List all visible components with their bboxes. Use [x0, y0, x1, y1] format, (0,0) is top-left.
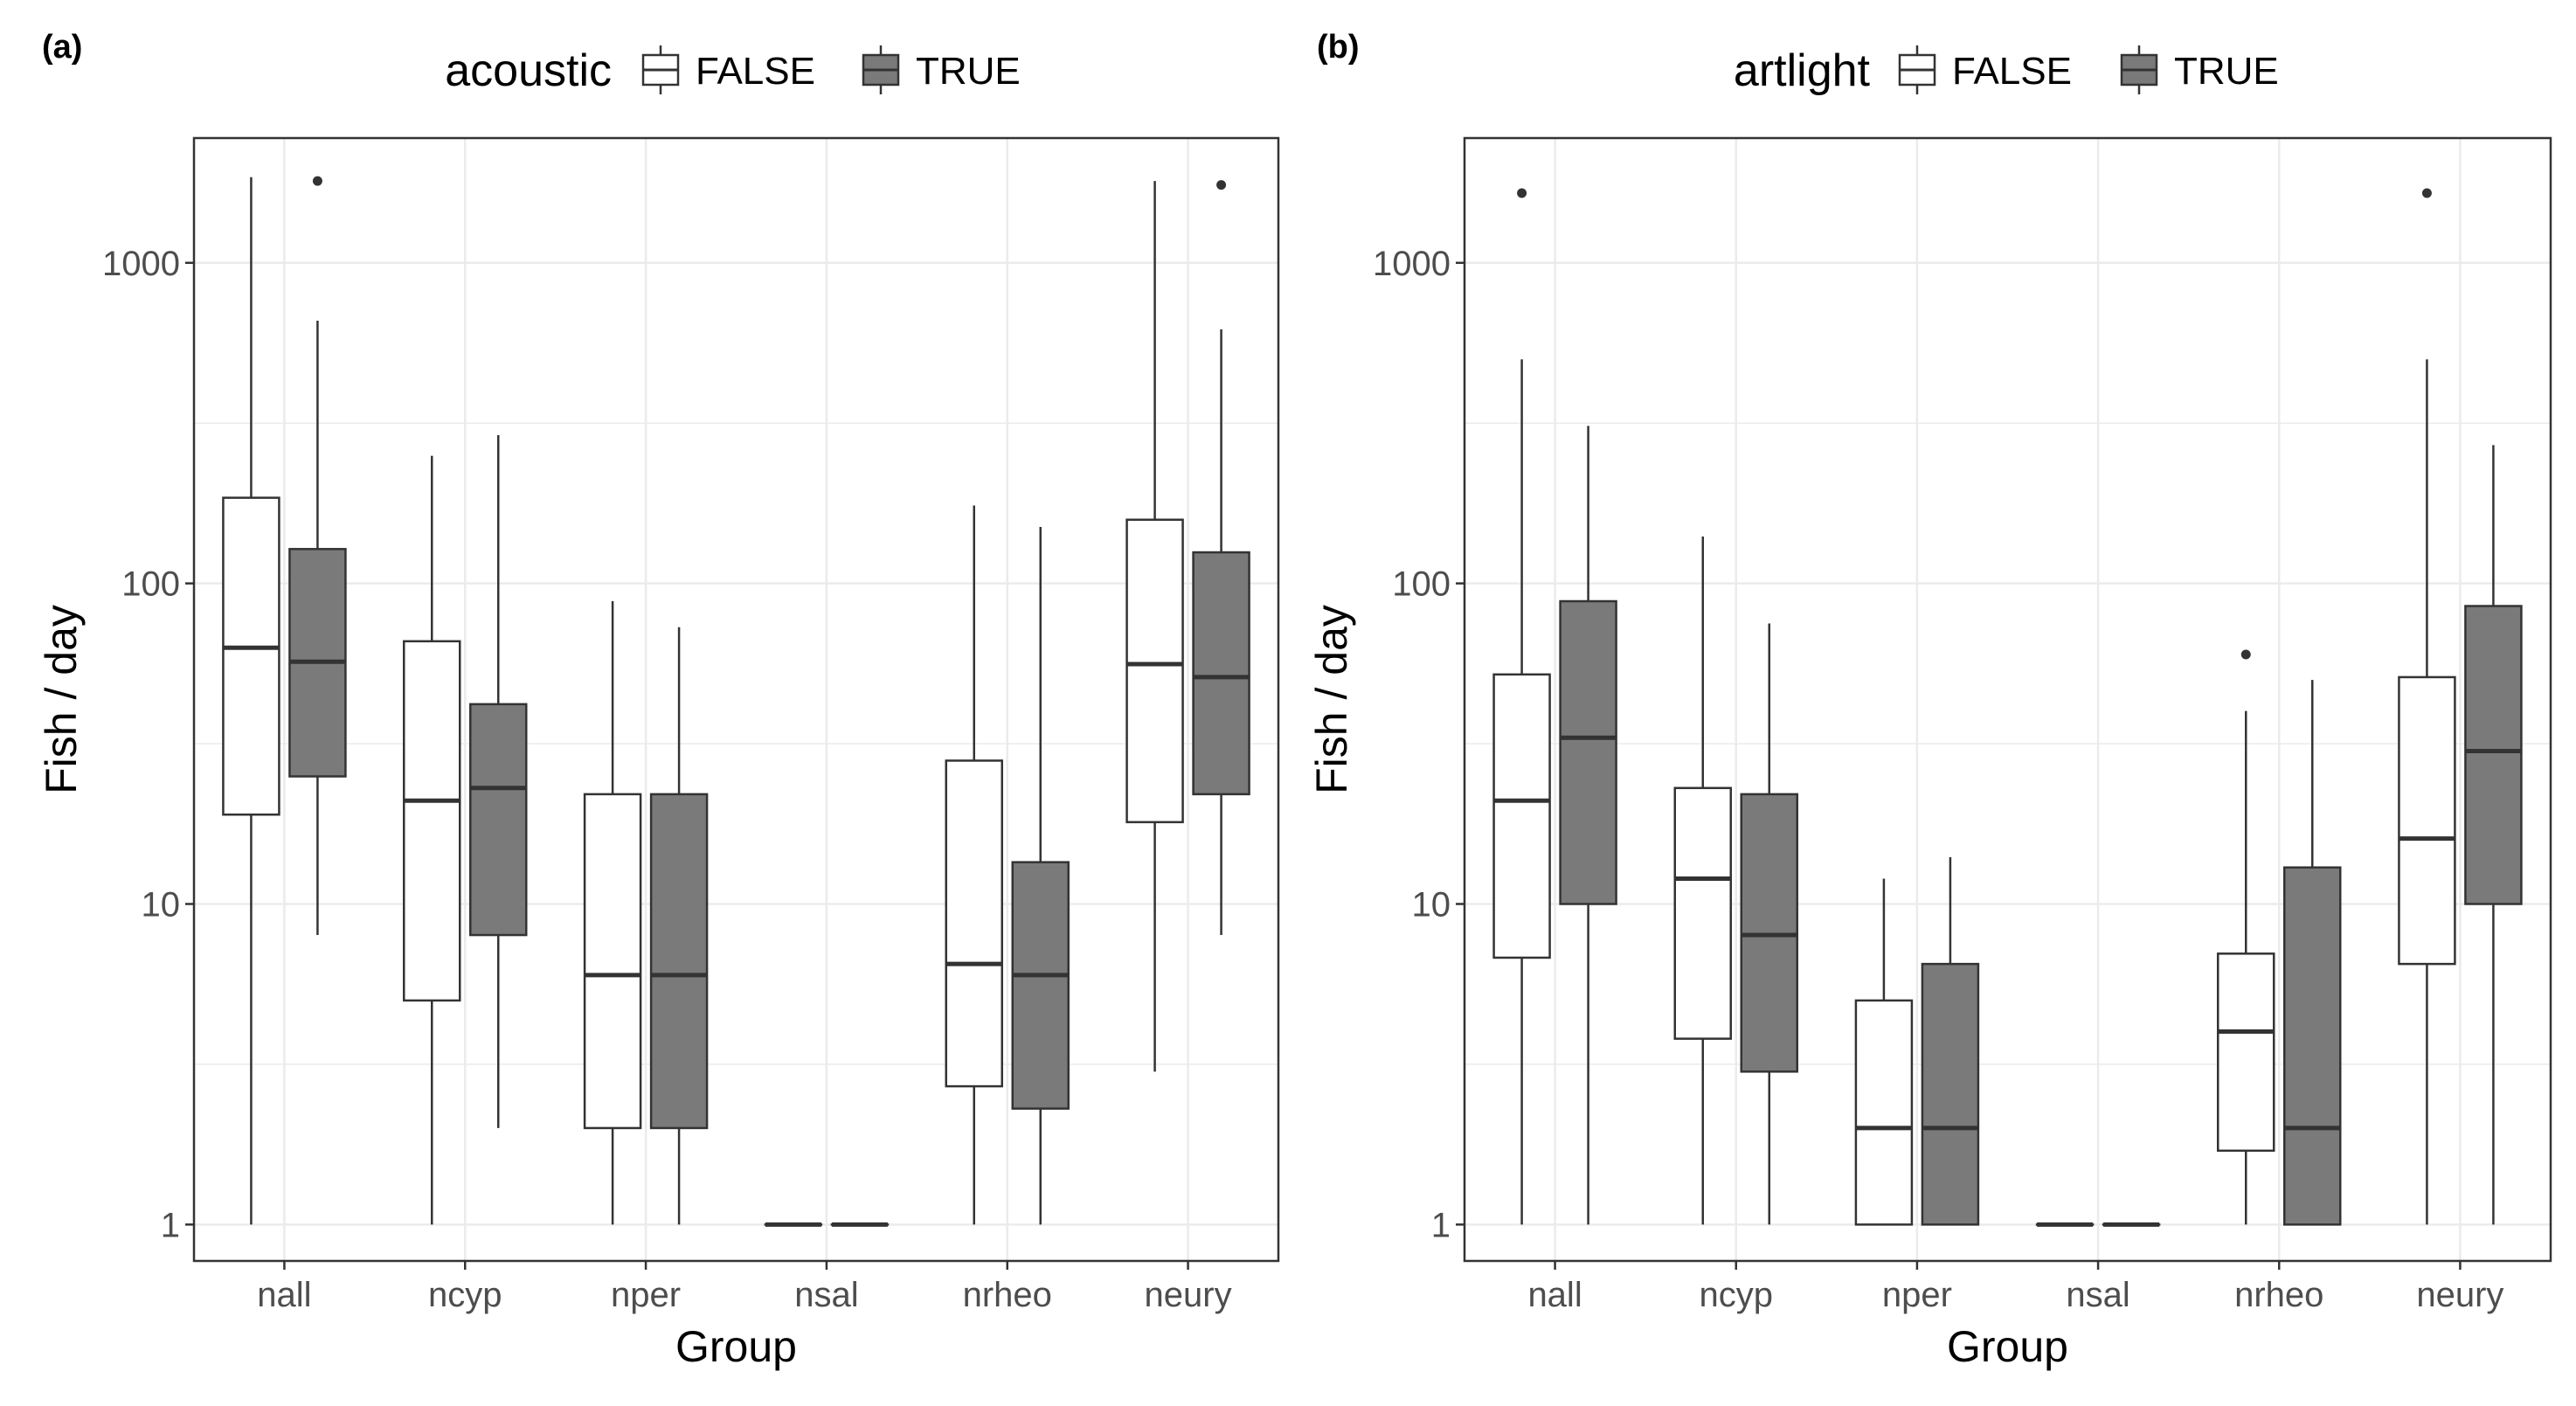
- x-tick-label: nper: [1882, 1276, 1952, 1314]
- x-tick-label: ncyp: [428, 1276, 502, 1314]
- legend-title: artlight: [1734, 45, 1871, 96]
- x-tick-label: nrheo: [2234, 1276, 2323, 1314]
- y-tick-label: 1: [161, 1206, 180, 1244]
- legend-title: acoustic: [445, 45, 612, 96]
- y-tick-label: 10: [1412, 885, 1451, 924]
- y-tick-label: 100: [121, 565, 180, 604]
- box-false-nper: [585, 794, 641, 1128]
- legend-label-false: FALSE: [696, 50, 815, 93]
- x-tick-label: nrheo: [963, 1276, 1052, 1314]
- box-true-neury: [2465, 606, 2521, 904]
- y-tick-label: 1: [1431, 1206, 1451, 1244]
- x-axis-title: Group: [675, 1322, 797, 1371]
- legend-label-false: FALSE: [1952, 50, 2072, 93]
- x-tick-label: nall: [257, 1276, 311, 1314]
- y-tick-label: 100: [1392, 565, 1451, 604]
- box-false-neury: [2399, 677, 2455, 964]
- panel-label: (b): [1317, 29, 1360, 66]
- x-tick-label: ncyp: [1700, 1276, 1774, 1314]
- outlier-point-true-nall: [313, 177, 322, 186]
- y-tick-label: 1000: [1373, 245, 1451, 283]
- legend: acoustic FALSE TRUE: [445, 45, 1021, 96]
- legend-label-true: TRUE: [2174, 50, 2279, 93]
- box-true-ncyp: [470, 704, 526, 935]
- x-tick-label: nall: [1527, 1276, 1582, 1314]
- y-tick-label: 10: [142, 885, 181, 924]
- box-false-ncyp: [404, 641, 460, 1001]
- box-true-neury: [1194, 552, 1250, 794]
- y-tick-label: 1000: [102, 245, 180, 283]
- box-false-nall: [223, 498, 279, 815]
- box-false-nper: [1856, 1001, 1912, 1224]
- outlier-point-false-nall: [1517, 188, 1527, 197]
- box-true-nrheo: [1013, 862, 1069, 1109]
- y-axis-title: Fish / day: [37, 605, 86, 794]
- box-true-nper: [651, 794, 707, 1128]
- outlier-point-false-nrheo: [2241, 650, 2251, 660]
- legend: artlight FALSE TRUE: [1734, 45, 2279, 96]
- x-tick-label: nsal: [794, 1276, 858, 1314]
- outlier-point-true-neury: [1216, 180, 1226, 190]
- y-axis-title: Fish / day: [1307, 605, 1356, 794]
- outlier-point-false-neury: [2422, 188, 2432, 197]
- x-tick-label: nsal: [2066, 1276, 2129, 1314]
- legend-label-true: TRUE: [916, 50, 1021, 93]
- box-false-ncyp: [1675, 788, 1731, 1039]
- x-tick-label: neury: [2416, 1276, 2503, 1314]
- panel-label: (a): [42, 29, 82, 66]
- box-false-nrheo: [2218, 953, 2274, 1150]
- box-false-nall: [1494, 675, 1550, 958]
- box-true-nper: [1922, 964, 1978, 1224]
- x-tick-label: neury: [1145, 1276, 1232, 1314]
- x-tick-label: nper: [611, 1276, 681, 1314]
- box-true-nrheo: [2284, 868, 2340, 1225]
- box-false-nrheo: [946, 760, 1002, 1086]
- box-false-neury: [1127, 520, 1183, 822]
- x-axis-title: Group: [1947, 1322, 2068, 1371]
- box-true-nall: [1561, 601, 1617, 904]
